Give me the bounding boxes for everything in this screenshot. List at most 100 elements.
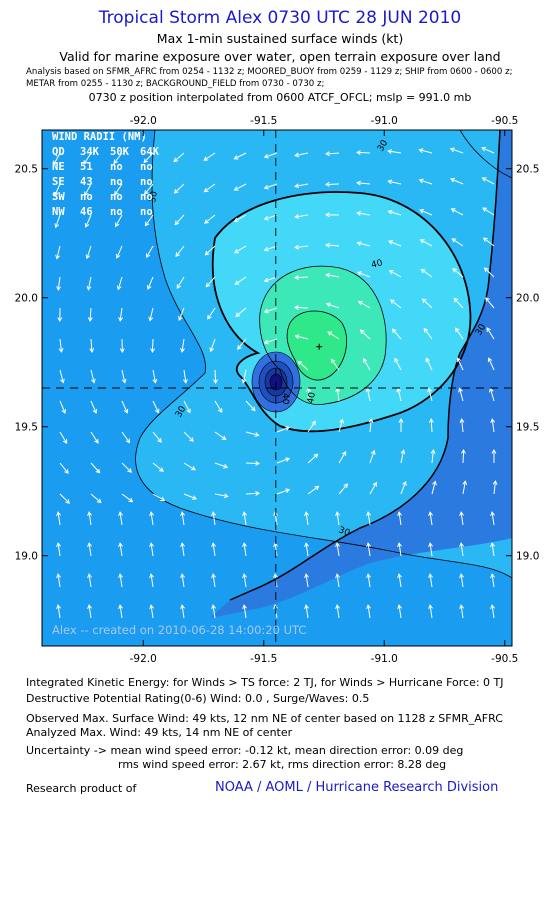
wind-arrow-shaft <box>357 271 371 278</box>
wind-arrow-head <box>123 408 129 414</box>
contour-label: 40 <box>306 391 318 404</box>
wind-arrow-shaft <box>451 238 464 247</box>
wind-arrow-shaft <box>243 605 247 619</box>
wind-radii-cell: no <box>140 206 153 218</box>
wind-arrow-head <box>213 379 218 384</box>
wind-arrow-head <box>427 387 432 393</box>
wind-arrow-shaft <box>90 369 95 383</box>
wind-arrow-head <box>175 252 180 258</box>
wind-radii-cell: 51 <box>80 161 93 173</box>
wind-arrow-shaft <box>212 543 216 557</box>
wind-arrow-shaft <box>57 512 61 526</box>
wind-arrow-head <box>116 285 122 291</box>
wind-arrow-shaft <box>243 543 247 557</box>
contour-label: 30 <box>148 190 160 203</box>
dpr-line: Destructive Potential Rating(0-6) Wind: … <box>26 692 370 705</box>
wind-arrow-head <box>273 604 278 610</box>
wind-arrow-shaft <box>264 245 278 251</box>
wind-arrow-head <box>56 573 61 579</box>
wind-arrow-head <box>459 573 464 579</box>
wind-arrow-head <box>459 542 464 548</box>
wind-arrow-shaft <box>397 388 402 402</box>
wind-arrow-head <box>391 328 397 334</box>
wind-arrow-shaft <box>398 574 402 588</box>
wind-arrow-head <box>458 387 463 393</box>
wind-arrow-shaft <box>59 431 68 444</box>
wind-arrow-head <box>144 189 149 195</box>
wind-arrow-shaft <box>264 307 278 313</box>
wind-arrow-shaft <box>183 431 194 442</box>
wind-arrow-head <box>180 542 185 548</box>
wind-arrow-head <box>160 496 166 501</box>
lat-label-left: 19.5 <box>15 422 38 434</box>
wind-arrow-head <box>297 360 303 366</box>
lat-label-right: 19.5 <box>516 422 539 434</box>
wind-arrow-head <box>242 604 247 610</box>
wind-arrow-head <box>192 495 198 500</box>
wind-arrow-shaft <box>245 492 260 495</box>
wind-arrow-head <box>294 244 299 250</box>
wind-arrow-shaft <box>429 574 433 588</box>
wind-arrow-head <box>118 316 124 322</box>
wind-arrow-head <box>128 497 134 503</box>
wind-arrow-head <box>423 327 429 333</box>
wind-arrow-shaft <box>431 481 436 495</box>
wind-arrow-shaft <box>83 152 92 165</box>
wind-arrow-head <box>357 300 363 306</box>
research-org-link[interactable]: NOAA / AOML / Hurricane Research Divisio… <box>215 780 499 795</box>
wind-arrow-shaft <box>483 237 495 247</box>
wind-arrow-shaft <box>204 214 216 224</box>
lon-label-top: -91.0 <box>371 115 398 127</box>
wind-arrow-head <box>402 480 407 486</box>
wind-arrow-shaft <box>115 214 123 227</box>
wind-arrow-head <box>273 573 278 579</box>
wind-arrow-head <box>490 511 495 517</box>
wind-arrow-head <box>234 248 239 254</box>
wind-arrow-head <box>304 542 309 548</box>
wind-arrow-shaft <box>152 369 156 383</box>
wind-arrow-shaft <box>214 431 226 440</box>
wind-arrow-head <box>127 468 132 473</box>
wind-arrow-head <box>65 499 70 504</box>
wind-arrow-shaft <box>431 450 434 464</box>
wind-arrow-shaft <box>207 307 216 320</box>
wind-arrow-head <box>203 156 209 161</box>
wind-arrow-shaft <box>234 214 247 222</box>
uncertainty-line-2: rms wind speed error: 2.67 kt, rms direc… <box>118 758 447 771</box>
wind-arrow-shaft <box>88 512 92 526</box>
wind-arrow-head <box>490 418 496 424</box>
wind-arrow-shaft <box>53 152 61 165</box>
wind-arrow-shaft <box>214 493 228 497</box>
wind-arrow-shaft <box>336 512 340 526</box>
wind-arrow-head <box>491 448 497 454</box>
wind-arrow-head <box>366 542 371 548</box>
wind-arrow-head <box>366 604 371 610</box>
wind-arrow-shaft <box>173 152 185 162</box>
wind-arrow-shaft <box>390 299 402 309</box>
wind-arrow-shaft <box>367 574 371 588</box>
wind-arrow-head <box>394 357 399 363</box>
wind-arrow-shaft <box>174 183 185 194</box>
wind-arrow-shaft <box>489 388 495 402</box>
wind-arrow-head <box>356 271 362 276</box>
wind-radii-cell: NW <box>52 206 65 218</box>
wind-arrow-head <box>389 299 395 304</box>
wind-arrow-head <box>211 604 216 610</box>
wind-arrow-head <box>428 511 433 517</box>
wind-arrow-shaft <box>264 214 278 220</box>
wind-arrow-head <box>241 378 247 384</box>
wind-arrow-head <box>492 480 498 485</box>
wind-arrow-shaft <box>452 268 464 278</box>
wind-arrow-shaft <box>117 276 123 290</box>
wind-arrow-shaft <box>242 369 247 383</box>
wind-arrow-shaft <box>86 245 92 259</box>
wind-arrow-shaft <box>152 400 160 413</box>
wind-radii-table: WIND RADII (NM) QD 34K 50K 64K NE 51 no no SE 43 n… <box>52 131 160 218</box>
wind-arrow-shaft <box>326 274 340 278</box>
wind-arrow-shaft <box>358 300 371 309</box>
wind-arrow-shaft <box>425 358 433 371</box>
wind-arrow-head <box>481 177 487 182</box>
wind-arrow-head <box>180 604 185 610</box>
lon-label-top: -90.5 <box>491 115 518 127</box>
wind-arrow-head <box>453 297 459 303</box>
